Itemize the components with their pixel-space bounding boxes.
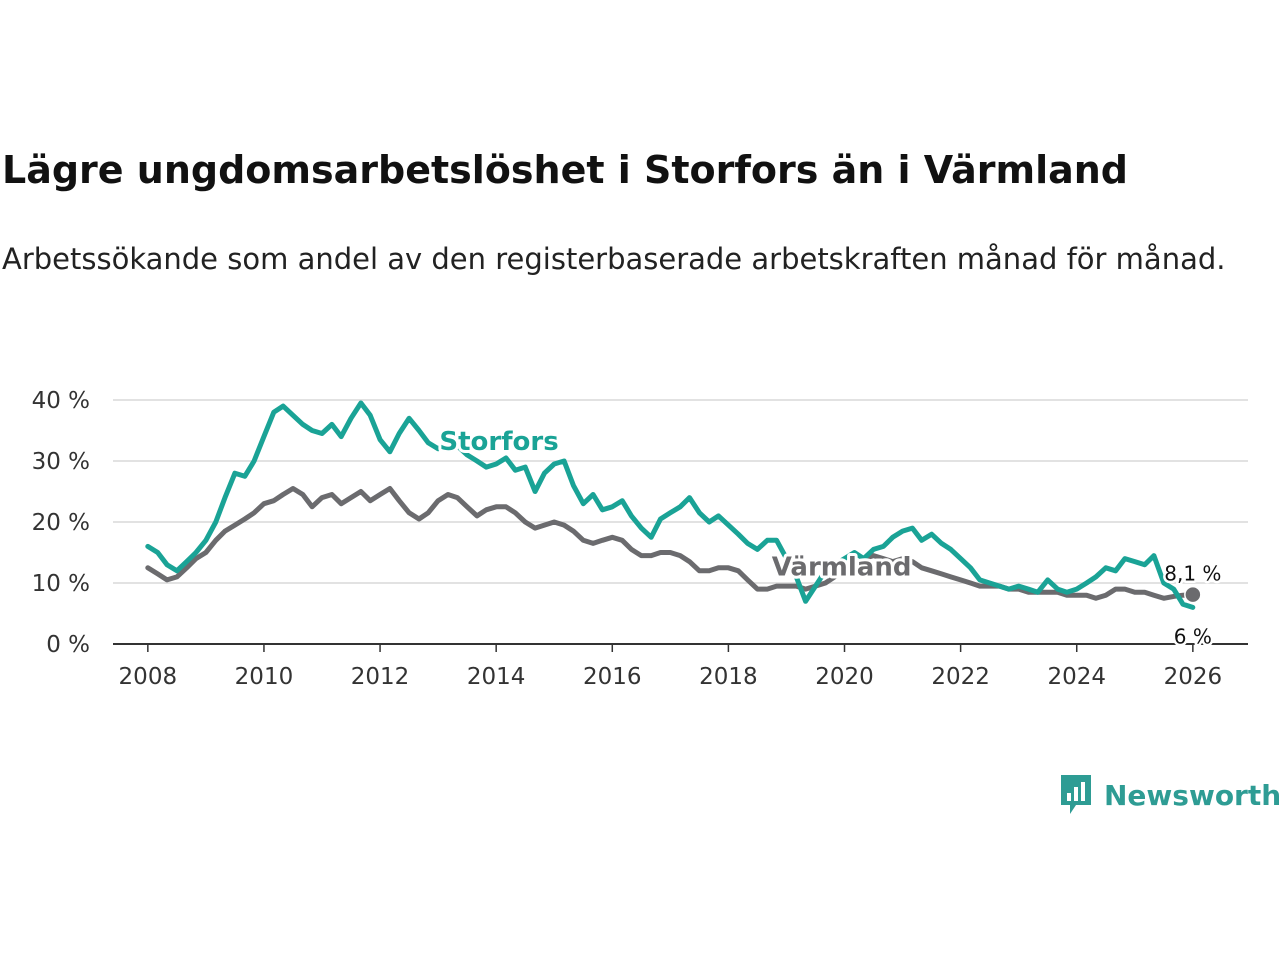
- series-line-storfors: [145, 400, 1196, 610]
- x-tick-label: 2018: [699, 664, 758, 690]
- chart-title: Lägre ungdomsarbetslöshet i Storfors än …: [2, 148, 1129, 192]
- x-tick-label: 2016: [583, 664, 642, 690]
- x-tick-label: 2012: [351, 664, 410, 690]
- x-tick-label: 2024: [1047, 664, 1106, 690]
- series-label-storfors: Storfors: [439, 427, 558, 457]
- series-labels: Värmland Storfors 8,1 % 6 %: [436, 424, 1224, 651]
- newsworthy-logo[interactable]: Newsworthy: [1058, 772, 1280, 818]
- x-axis-ticks: 2008 2010 2012 2014 2016 2018 2020 2022 2024 2026: [119, 644, 1223, 690]
- bar-chart-speech-icon: [1061, 775, 1091, 814]
- x-tick-label: 2026: [1164, 664, 1223, 690]
- end-label-storfors: 6 %: [1174, 624, 1212, 648]
- x-tick-label: 2022: [931, 664, 990, 690]
- y-tick-label: 0 %: [46, 632, 90, 658]
- y-tick-label: 40 %: [32, 388, 90, 414]
- y-tick-label: 20 %: [32, 510, 90, 536]
- line-chart: 0 % 10 % 20 % 30 % 40 % 2008 2010 2012 2014 2016…: [32, 388, 1248, 690]
- x-tick-label: 2008: [119, 664, 178, 690]
- series-label-varmland: Värmland: [772, 553, 912, 583]
- series-lines: [145, 400, 1196, 610]
- gridlines: [113, 399, 1248, 584]
- chart-subtitle: Arbetssökande som andel av den registerb…: [2, 242, 1226, 276]
- y-tick-label: 10 %: [32, 571, 90, 597]
- logo-text: Newsworthy: [1104, 778, 1280, 812]
- x-tick-label: 2014: [467, 664, 526, 690]
- end-label-varmland: 8,1 %: [1164, 562, 1221, 586]
- x-tick-label: 2020: [815, 664, 874, 690]
- y-tick-label: 30 %: [32, 449, 90, 475]
- y-axis-ticks: 0 % 10 % 20 % 30 % 40 %: [32, 388, 90, 658]
- end-marker: [1184, 585, 1202, 604]
- x-tick-label: 2010: [235, 664, 294, 690]
- series-line-varmland: [145, 486, 1196, 601]
